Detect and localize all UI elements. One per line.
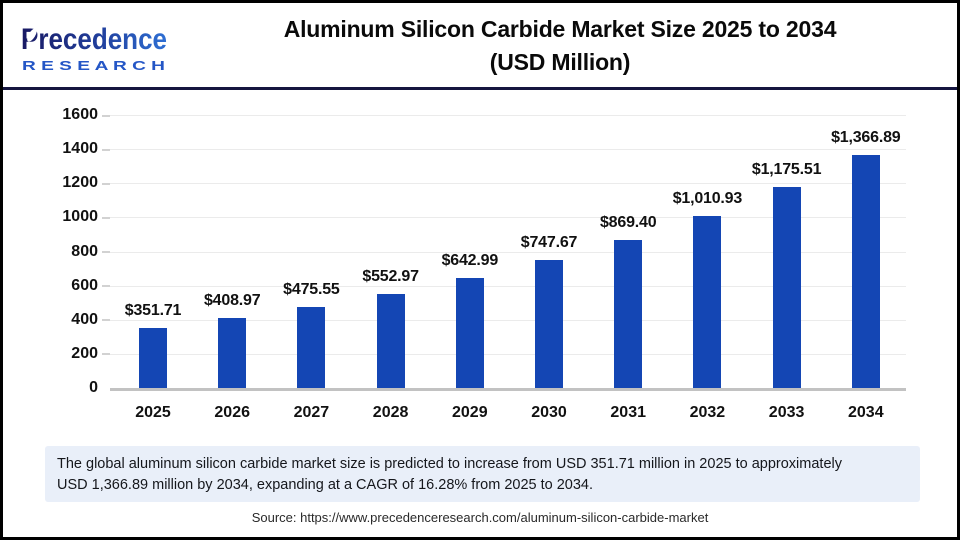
bar-value-label: $642.99 [441, 252, 499, 270]
bar [851, 154, 880, 388]
y-tick-label: 400 [71, 310, 98, 328]
gridline [110, 115, 906, 116]
gridline [110, 285, 906, 287]
y-tick-label: 1000 [62, 208, 98, 226]
gridline [110, 183, 906, 185]
chart-title-line1: Aluminum Silicon Carbide Market Size 202… [283, 16, 837, 42]
bar [535, 260, 563, 388]
y-tick-label: 1400 [62, 140, 98, 158]
x-tick-label: 2030 [531, 404, 567, 421]
y-tick-label: 800 [71, 242, 98, 260]
y-tick-mark [102, 251, 110, 253]
bar [297, 306, 326, 388]
x-tick-label: 2028 [372, 404, 409, 421]
bar [455, 278, 484, 388]
header-divider [3, 87, 957, 90]
logo-wordmark: Precedence [21, 23, 167, 56]
bar-value-label: $351.71 [124, 301, 182, 319]
bar-value-label: $1,366.89 [831, 128, 901, 146]
x-tick-label: 2032 [689, 404, 726, 421]
gridline [110, 217, 906, 219]
y-tick-mark [102, 216, 110, 219]
bar [772, 187, 801, 388]
bar-value-label: $552.97 [362, 267, 419, 285]
bar [139, 327, 167, 388]
y-tick-mark [102, 182, 110, 185]
logo-subword: R E S E A R C H [22, 58, 165, 73]
x-tick-label: 2033 [768, 404, 805, 421]
x-tick-label: 2029 [452, 404, 488, 421]
bar-value-label: $475.55 [283, 280, 340, 298]
y-tick-label: 600 [71, 276, 98, 294]
bar [218, 318, 247, 388]
y-tick-mark [102, 319, 110, 322]
y-tick-mark [102, 148, 110, 151]
bar [693, 215, 722, 388]
y-tick-label: 1200 [62, 174, 98, 192]
bar-value-label: $1,010.93 [672, 189, 743, 207]
x-tick-label: 2026 [214, 404, 250, 421]
summary-callout: The global aluminum silicon carbide mark… [45, 446, 920, 502]
bar [614, 239, 643, 388]
chart-title-line2: (USD Million) [489, 49, 631, 75]
summary-line2: USD 1,366.89 million by 2034, expanding … [57, 477, 594, 493]
y-tick-label: 1600 [62, 106, 98, 123]
bar-value-label: $1,175.51 [751, 161, 822, 179]
bar-value-label: $747.67 [520, 234, 578, 252]
summary-line1: The global aluminum silicon carbide mark… [57, 456, 842, 472]
y-tick-mark [102, 353, 110, 356]
gridline [110, 149, 906, 151]
bar-value-label: $408.97 [203, 292, 261, 310]
x-tick-label: 2025 [135, 404, 171, 421]
y-tick-mark [102, 285, 110, 288]
chart-title: Aluminum Silicon Carbide Market Size 202… [168, 13, 952, 79]
gridline [110, 319, 906, 321]
x-tick-label: 2034 [848, 404, 884, 421]
x-tick-label: 2031 [610, 404, 646, 421]
gridline [110, 353, 906, 355]
precedence-research-logo: Precedence R E S E A R C H [21, 23, 167, 73]
bar-chart-plot-area: 0 200 400 600 800 1000 1200 1400 1600 $351.71 2025… [3, 91, 957, 443]
leaf-icon [27, 28, 37, 42]
bar [376, 293, 405, 388]
source-attribution: Source: https://www.precedenceresearch.c… [251, 510, 709, 525]
y-tick-label: 200 [71, 344, 98, 362]
y-tick-label: 0 [89, 379, 98, 396]
gridline [110, 251, 906, 253]
x-axis-line [110, 388, 906, 391]
bar-value-label: $869.40 [599, 213, 657, 231]
x-tick-label: 2027 [293, 404, 330, 421]
y-tick-mark [102, 114, 110, 117]
